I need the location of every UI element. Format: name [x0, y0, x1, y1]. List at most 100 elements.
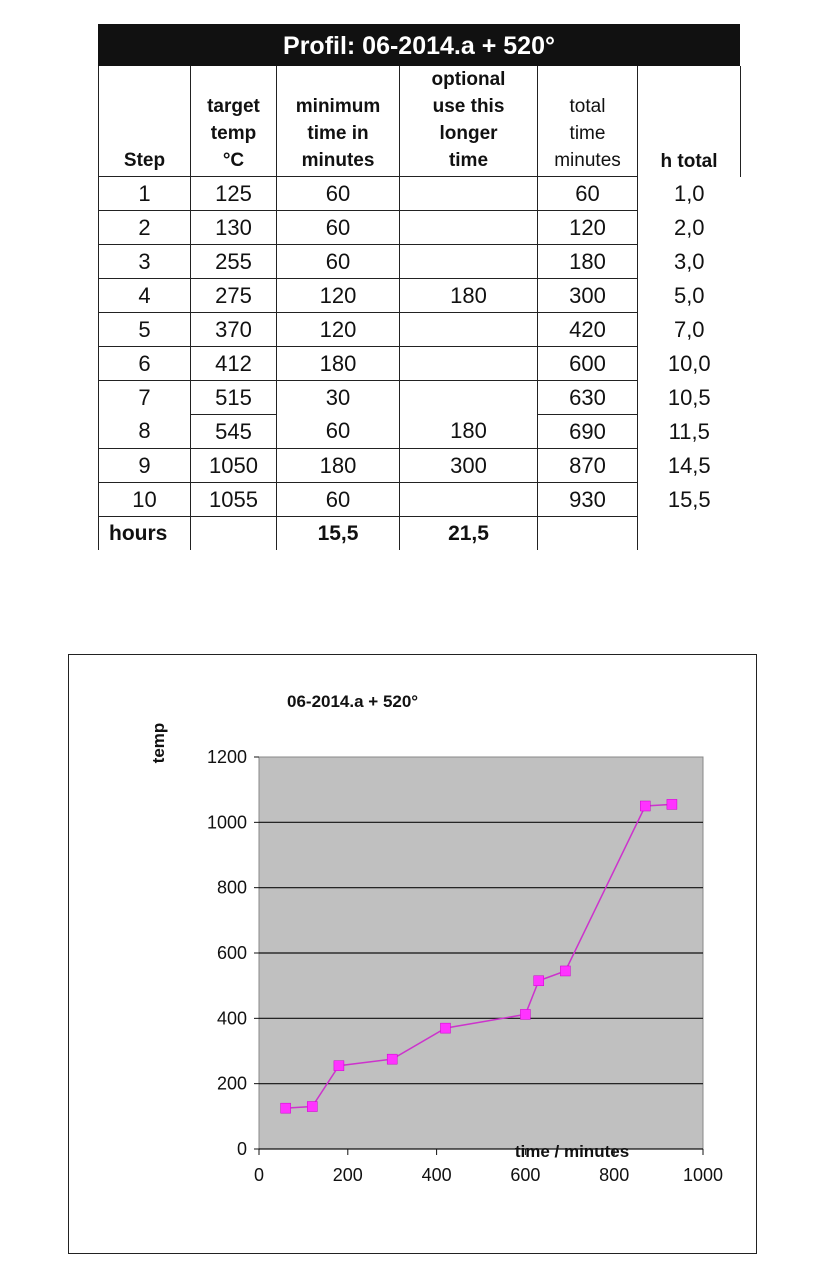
data-point [440, 1022, 451, 1034]
cell-h-total: 14,5 [667, 452, 711, 478]
cell-min-time: 60 [276, 176, 400, 211]
cell-target-temp: 1055 [190, 482, 277, 517]
cell-total-time: 180 [537, 244, 638, 279]
x-tick-label: 0 [254, 1165, 264, 1185]
cell-min-time: 60 [276, 244, 400, 279]
table-row: 10 1055 60 930 15,5 [98, 482, 741, 517]
footer-empty [638, 517, 741, 551]
y-axis-label: temp [149, 723, 168, 764]
cell-optional-time: 180 [399, 278, 538, 313]
data-point [520, 1009, 531, 1020]
series-line [285, 803, 672, 1109]
table-header-row: Step target temp °C minimum time in minu… [98, 66, 741, 177]
data-point [280, 1102, 291, 1114]
cell-optional-time [399, 346, 538, 381]
cell-total-time: 420 [537, 312, 638, 347]
cell-optional-time: 300 [399, 448, 538, 483]
table-row: 6 412 180 600 10,0 [98, 346, 741, 381]
cell-step: 9 [98, 448, 191, 483]
cell-step: 3 [98, 244, 191, 279]
cell-optional-time: 180 [399, 414, 538, 449]
cell-total-time: 600 [537, 346, 638, 381]
cell-step: 4 [98, 278, 191, 313]
cell-optional-time [399, 482, 538, 517]
x-tick-label: 800 [599, 1165, 629, 1185]
x-tick-label: 200 [333, 1165, 363, 1185]
x-tick-label: 400 [422, 1165, 452, 1185]
cell-step: 5 [98, 312, 191, 347]
data-point [333, 1060, 345, 1071]
profile-table: Profil: 06-2014.a + 520° Step target tem… [98, 24, 741, 550]
cell-min-time: 180 [276, 448, 400, 483]
cell-min-time: 180 [276, 346, 400, 381]
cell-h-total: 2,0 [673, 214, 705, 240]
table-footer-row: hours 15,5 21,5 [98, 516, 741, 551]
y-tick-label: 200 [217, 1074, 247, 1094]
cell-target-temp: 130 [190, 210, 277, 245]
cell-step: 2 [98, 210, 191, 245]
profile-grid: Step target temp °C minimum time in minu… [98, 66, 741, 550]
cell-step: 1 [98, 176, 191, 211]
x-tick-label: 600 [510, 1165, 540, 1185]
table-row: 2 130 60 120 2,0 [98, 210, 741, 245]
table-title: Profil: 06-2014.a + 520° [98, 24, 740, 66]
cell-min-time: 120 [276, 278, 400, 313]
cell-optional-time [399, 210, 538, 245]
header-step: Step [98, 66, 191, 177]
cell-h-total: 5,0 [673, 282, 705, 308]
cell-target-temp: 545 [190, 414, 277, 449]
cell-total-time: 930 [537, 482, 638, 517]
table-row: 9 1050 180 300 870 14,5 [98, 448, 741, 483]
header-optional-time: optional use this longer time [399, 66, 538, 177]
cell-target-temp: 1050 [190, 448, 277, 483]
cell-h-total: 3,0 [673, 248, 705, 274]
cell-optional-time [399, 312, 538, 347]
data-point [666, 799, 678, 810]
cell-min-time: 60 [276, 482, 400, 517]
table-row: 4 275 120 180 300 5,0 [98, 278, 741, 313]
x-axis-label: time / minutes [515, 1142, 629, 1161]
table-row: 3 255 60 180 3,0 [98, 244, 741, 279]
cell-total-time: 870 [537, 448, 638, 483]
header-total-time: total time minutes [537, 66, 638, 177]
y-tick-label: 1000 [207, 812, 247, 832]
cell-min-time: 30 [276, 380, 400, 415]
header-target-temp: target temp °C [190, 66, 277, 177]
y-tick-label: 600 [217, 943, 247, 963]
x-tick-label: 1000 [683, 1165, 723, 1185]
cell-target-temp: 412 [190, 346, 277, 381]
cell-total-time: 630 [537, 380, 638, 415]
cell-h-total: 11,5 [668, 418, 710, 444]
cell-total-time: 690 [537, 414, 638, 449]
table-row: 8 545 60 180 690 11,5 [98, 414, 741, 449]
cell-h-total: 15,5 [667, 486, 711, 512]
cell-step: 8 [98, 414, 191, 449]
cell-target-temp: 370 [190, 312, 277, 347]
y-tick-label: 800 [217, 878, 247, 898]
data-point [533, 975, 544, 987]
footer-min-total: 15,5 [276, 516, 400, 550]
y-tick-label: 0 [237, 1139, 247, 1159]
data-point [640, 800, 651, 812]
header-min-time: minimum time in minutes [276, 66, 400, 177]
chart-panel: 0 200 400 600 800 1000 1200 0 200 400 600 800 1000 06… [68, 654, 757, 1254]
cell-total-time: 300 [537, 278, 638, 313]
cell-step: 7 [98, 380, 191, 415]
footer-opt-total: 21,5 [399, 516, 538, 550]
cell-h-total: 1,0 [673, 180, 705, 206]
cell-total-time: 120 [537, 210, 638, 245]
cell-min-time: 60 [276, 210, 400, 245]
y-tick-label: 400 [217, 1008, 247, 1028]
header-h-total: h total [637, 66, 741, 177]
cell-min-time: 60 [276, 414, 400, 449]
cell-target-temp: 275 [190, 278, 277, 313]
data-point [386, 1053, 398, 1065]
cell-total-time: 60 [537, 176, 638, 211]
table-row: 5 370 120 420 7,0 [98, 312, 741, 347]
cell-target-temp: 125 [190, 176, 277, 211]
cell-step: 6 [98, 346, 191, 381]
data-point [307, 1101, 318, 1112]
cell-optional-time [399, 380, 538, 415]
cell-optional-time [399, 176, 538, 211]
footer-hours-label: hours [98, 516, 191, 550]
